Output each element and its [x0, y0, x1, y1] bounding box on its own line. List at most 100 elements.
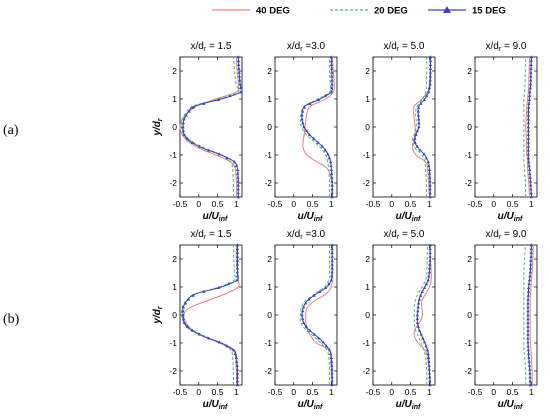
marker-triangle-icon: [526, 298, 529, 301]
marker-triangle-icon: [330, 180, 333, 183]
y-tick-label: 0: [267, 310, 272, 320]
marker-triangle-icon: [527, 352, 530, 355]
marker-triangle-icon: [429, 75, 432, 78]
marker-triangle-icon: [527, 102, 530, 105]
x-tick-label: 0.5: [212, 199, 224, 209]
x-axis-label-subscript: inf: [219, 404, 228, 411]
marker-triangle-icon: [424, 344, 427, 347]
x-tick-label: 0: [389, 387, 394, 397]
panel-title-main: x/d: [287, 229, 300, 240]
marker-triangle-icon: [236, 172, 239, 175]
x-axis-label: u/Uinf: [498, 211, 523, 223]
x-tick-label: 0.5: [507, 387, 519, 397]
marker-triangle-icon: [529, 187, 532, 190]
marker-triangle-icon: [238, 75, 241, 78]
marker-triangle-icon: [526, 321, 529, 324]
marker-triangle-icon: [529, 184, 532, 187]
marker-triangle-icon: [528, 274, 531, 277]
y-tick-label: 2: [467, 66, 472, 76]
y-tick-label: -1: [464, 150, 472, 160]
y-axis-label-main: y/d: [152, 308, 163, 324]
x-tick-label: 1: [529, 387, 534, 397]
marker-triangle-icon: [330, 168, 333, 171]
marker-triangle-icon: [526, 305, 529, 308]
marker-triangle-icon: [526, 337, 529, 340]
series-line-15-deg: [302, 245, 332, 385]
x-axis-label-main: u/U: [298, 399, 315, 410]
marker-triangle-icon: [529, 75, 532, 78]
series-line-40-deg: [180, 57, 239, 197]
x-tick-label: 1: [427, 199, 432, 209]
marker-triangle-icon: [416, 321, 419, 324]
x-tick-label: 1: [329, 199, 334, 209]
panel-title-value: = 1.5: [206, 41, 232, 52]
marker-triangle-icon: [530, 247, 533, 250]
series-line-40-deg: [184, 245, 240, 385]
marker-triangle-icon: [236, 176, 239, 179]
marker-triangle-icon: [330, 82, 333, 85]
x-tick-label: 0.5: [405, 199, 417, 209]
y-tick-label: -1: [264, 338, 272, 348]
x-axis-label: u/Uinf: [396, 399, 421, 411]
x-axis-label-main: u/U: [396, 211, 413, 222]
marker-triangle-icon: [417, 121, 420, 124]
y-tick-label: 1: [172, 282, 177, 292]
marker-triangle-icon: [428, 259, 431, 262]
y-tick-label: 0: [467, 310, 472, 320]
marker-triangle-icon: [529, 255, 532, 258]
series-line-20-deg: [182, 57, 240, 197]
x-tick-label: 0.5: [307, 199, 319, 209]
marker-triangle-icon: [527, 356, 530, 359]
panel-title-value: = 1.5: [206, 229, 232, 240]
marker-triangle-icon: [417, 305, 420, 308]
marker-triangle-icon: [527, 137, 530, 140]
marker-triangle-icon: [427, 160, 430, 163]
panel-title: x/dr = 5.0: [384, 41, 425, 53]
x-tick-label: 0: [491, 199, 496, 209]
x-axis-label-subscript: inf: [514, 216, 523, 223]
x-tick-label: 0: [291, 387, 296, 397]
x-axis-label: u/Uinf: [498, 399, 523, 411]
marker-triangle-icon: [530, 63, 533, 66]
series-line-40-deg: [412, 57, 430, 197]
marker-triangle-icon: [529, 67, 532, 70]
x-axis-label-subscript: inf: [219, 216, 228, 223]
marker-triangle-icon: [329, 160, 332, 163]
x-tick-label: 0: [491, 387, 496, 397]
marker-triangle-icon: [428, 375, 431, 378]
x-tick-label: 0.5: [507, 199, 519, 209]
y-axis-label: y/dr: [152, 305, 164, 324]
marker-triangle-icon: [429, 247, 432, 250]
legend-label: 40 DEG: [256, 6, 290, 17]
marker-triangle-icon: [528, 168, 531, 171]
marker-triangle-icon: [527, 149, 530, 152]
panel-title-main: x/d: [191, 229, 204, 240]
y-tick-label: 1: [267, 282, 272, 292]
y-tick-label: 1: [467, 282, 472, 292]
marker-triangle-icon: [237, 180, 240, 183]
y-tick-label: -2: [464, 366, 472, 376]
x-tick-label: 0.5: [307, 387, 319, 397]
marker-triangle-icon: [526, 302, 529, 305]
marker-triangle-icon: [527, 286, 530, 289]
y-tick-label: -2: [169, 366, 177, 376]
marker-triangle-icon: [527, 344, 530, 347]
y-tick-label: 2: [365, 254, 370, 264]
legend-entry-20-deg: 20 DEG: [330, 6, 408, 17]
marker-triangle-icon: [429, 255, 432, 258]
x-axis-label-main: u/U: [498, 211, 515, 222]
panel-b-3: x/dr = 5.0 -2 -1 0 1 2 -0.5 0 0.5 1 u/Uinf: [362, 229, 435, 411]
marker-triangle-icon: [417, 110, 420, 113]
x-axis-label-main: u/U: [203, 211, 220, 222]
y-axis-label-subscript: r: [157, 117, 164, 121]
y-tick-label: 0: [467, 122, 472, 132]
legend-entry-15-deg: 15 DEG: [428, 6, 506, 17]
y-tick-label: 2: [267, 254, 272, 264]
marker-triangle-icon: [429, 79, 432, 82]
legend-label: 15 DEG: [472, 6, 506, 17]
marker-triangle-icon: [331, 184, 334, 187]
y-tick-label: 0: [365, 310, 370, 320]
marker-triangle-icon: [331, 270, 334, 273]
marker-triangle-icon: [417, 125, 420, 128]
